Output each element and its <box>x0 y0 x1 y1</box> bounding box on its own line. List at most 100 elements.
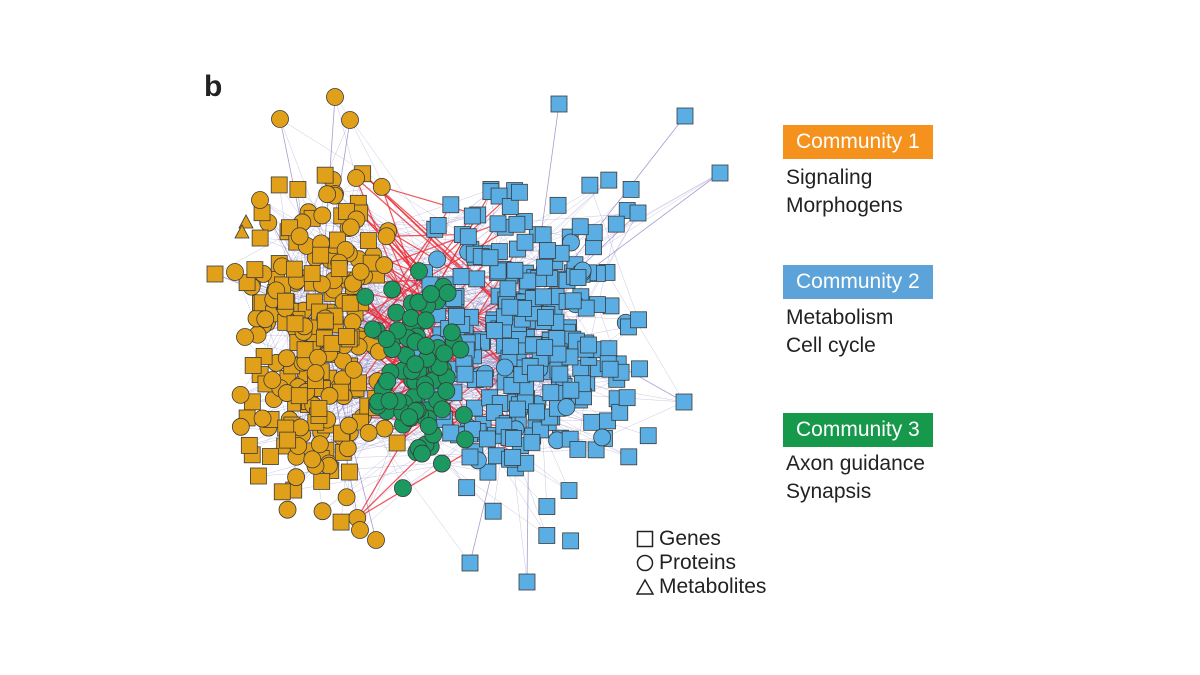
gene-node <box>562 381 580 399</box>
gene-node <box>478 430 496 448</box>
protein-node <box>435 344 454 363</box>
gene-node <box>262 448 279 465</box>
protein-node <box>406 355 425 374</box>
community-1-legend: Community 1 Signaling Morphogens <box>783 125 983 220</box>
protein-node <box>253 409 272 428</box>
gene-node <box>273 483 291 501</box>
protein-node <box>271 110 289 128</box>
gene-node <box>537 309 554 326</box>
protein-node <box>593 428 612 447</box>
gene-node <box>206 265 224 283</box>
square-icon <box>636 530 654 548</box>
gene-node <box>539 242 556 259</box>
gene-node <box>551 365 569 383</box>
metabolite-node <box>238 214 254 229</box>
protein-node <box>438 284 457 302</box>
protein-node <box>432 454 451 473</box>
protein-node <box>344 360 363 379</box>
protein-node <box>557 398 576 417</box>
protein-node <box>413 444 431 463</box>
inter-community-edge <box>352 223 518 323</box>
protein-node <box>402 309 420 327</box>
protein-node <box>377 227 396 246</box>
protein-node <box>495 358 514 377</box>
community-3-desc-2: Synapsis <box>786 480 872 503</box>
gene-node <box>585 224 603 242</box>
protein-node <box>351 262 370 281</box>
gene-node <box>316 166 334 184</box>
community-2-legend: Community 2 Metabolism Cell cycle <box>783 265 983 360</box>
gene-node <box>523 433 541 451</box>
gene-node <box>338 328 355 345</box>
protein-node <box>378 372 397 390</box>
gene-node <box>448 308 465 325</box>
metabolite-node <box>234 224 250 239</box>
protein-node <box>410 262 428 281</box>
gene-node <box>504 449 522 466</box>
gene-node <box>277 292 295 310</box>
network-graph <box>206 88 729 591</box>
gene-node <box>508 215 526 233</box>
legend-label-metabolites: Metabolites <box>659 575 767 598</box>
protein-node <box>231 417 250 436</box>
gene-node <box>569 269 587 286</box>
gene-node <box>459 228 477 246</box>
inter-community-edge <box>362 173 507 313</box>
gene-node <box>562 532 580 550</box>
gene-node <box>456 365 474 383</box>
gene-node <box>313 472 331 490</box>
community-1-desc-2: Morphogens <box>786 194 903 217</box>
protein-node <box>451 340 470 359</box>
protein-node <box>437 382 456 400</box>
gene-node <box>296 341 314 359</box>
community-1-desc-1: Signaling <box>786 166 873 189</box>
protein-node <box>341 111 359 129</box>
protein-node <box>256 310 275 329</box>
gene-node <box>485 403 503 421</box>
protein-node <box>442 323 461 342</box>
inter-community-edge <box>362 173 515 309</box>
gene-node <box>270 176 288 194</box>
gene-node <box>246 261 264 279</box>
gene-node <box>486 322 504 339</box>
gene-node <box>458 479 476 497</box>
legend-row-genes: Genes <box>636 527 766 551</box>
gene-node <box>452 268 470 285</box>
gene-node <box>285 260 303 278</box>
circle-icon <box>636 554 654 572</box>
protein-node <box>359 423 378 442</box>
gene-node <box>511 183 528 201</box>
inter-community-edge <box>381 186 478 216</box>
gene-node <box>538 498 556 515</box>
gene-node <box>560 482 578 499</box>
protein-node <box>456 430 475 449</box>
gene-node <box>251 229 269 247</box>
gene-node <box>341 294 359 312</box>
gene-node <box>501 198 519 215</box>
gene-node <box>542 384 560 402</box>
gene-node <box>509 400 526 418</box>
protein-node <box>428 250 447 269</box>
gene-node <box>711 164 729 182</box>
gene-node <box>506 261 524 279</box>
protein-node <box>290 227 309 246</box>
network-edge <box>606 272 685 403</box>
community-3-desc-1: Axon guidance <box>786 452 925 475</box>
protein-node <box>416 381 435 400</box>
gene-node <box>310 400 328 417</box>
protein-node <box>454 406 473 424</box>
gene-node <box>489 215 507 233</box>
network-nodes <box>206 88 729 591</box>
protein-node <box>422 285 440 303</box>
protein-node <box>341 218 360 237</box>
gene-node <box>250 467 267 485</box>
protein-node <box>338 439 357 458</box>
node-type-legend: Genes Proteins Metabolites <box>636 527 766 599</box>
protein-node <box>236 328 254 346</box>
gene-node <box>601 360 619 378</box>
gene-node <box>468 270 486 288</box>
gene-node <box>501 298 519 316</box>
gene-node <box>516 233 534 251</box>
protein-node <box>303 450 322 469</box>
protein-node <box>318 185 337 204</box>
